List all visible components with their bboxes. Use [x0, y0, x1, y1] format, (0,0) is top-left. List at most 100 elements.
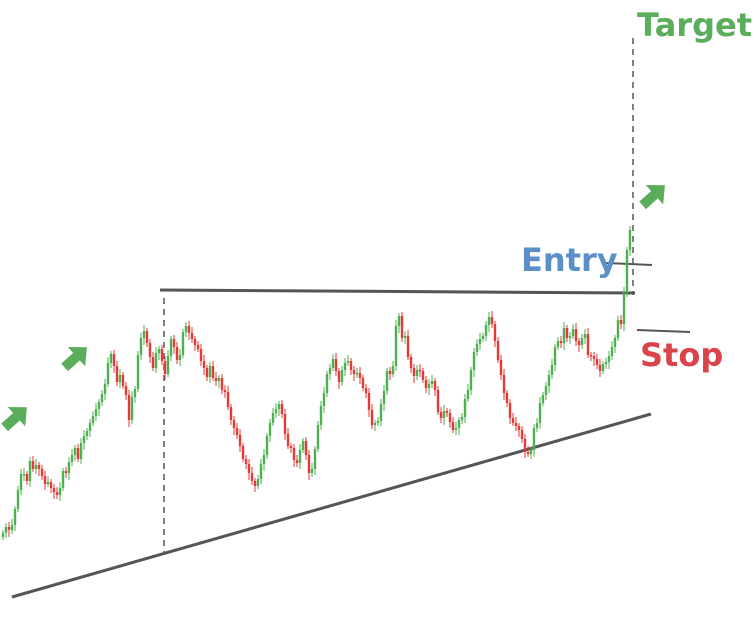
candle-up — [481, 336, 485, 339]
stop-label: Stop — [640, 336, 723, 374]
candle-up — [181, 332, 185, 355]
candle-up — [22, 474, 26, 476]
candle-down — [160, 349, 164, 361]
candle-up — [547, 375, 551, 386]
candle-up — [184, 326, 188, 332]
candle-down — [409, 357, 413, 368]
candle-up — [487, 317, 491, 325]
candle-down — [280, 404, 284, 414]
candle-down — [565, 328, 569, 338]
candle-down — [337, 371, 341, 382]
stop-line — [636, 329, 691, 333]
candle-up — [568, 336, 572, 338]
candle-up — [88, 423, 92, 431]
candle-down — [526, 452, 530, 454]
candle-up — [139, 338, 143, 355]
candle-down — [358, 373, 362, 378]
candle-up — [109, 354, 113, 363]
candle-down — [247, 464, 251, 473]
candle-down — [433, 381, 437, 390]
candle-up — [217, 378, 221, 381]
candle-up — [97, 402, 101, 409]
candle-down — [244, 459, 248, 464]
candle-down — [577, 341, 581, 345]
candle-down — [508, 403, 512, 418]
candle-up — [607, 356, 611, 362]
resistance-line — [159, 288, 636, 295]
candle-down — [499, 360, 503, 375]
up-right-arrow-icon — [61, 347, 87, 372]
candle-down — [214, 378, 218, 381]
candle-down — [295, 460, 299, 463]
candle-up — [529, 450, 533, 454]
candle-up — [622, 293, 626, 324]
candle-down — [55, 492, 59, 495]
candle-up — [355, 373, 359, 375]
candle-down — [289, 446, 293, 448]
candle-down — [286, 434, 290, 446]
candle-down — [505, 393, 509, 403]
candle-up — [562, 328, 566, 343]
candle-up — [610, 347, 614, 356]
candle-up — [535, 423, 539, 428]
support-trendline — [11, 412, 652, 599]
candle-down — [43, 476, 47, 484]
candle-down — [307, 455, 311, 473]
candle-down — [232, 420, 236, 428]
candle-down — [292, 448, 296, 460]
candle-up — [136, 355, 140, 389]
candle-down — [226, 392, 230, 407]
candle-up — [583, 334, 587, 338]
candle-down — [202, 361, 206, 368]
entry-label: Entry — [521, 241, 618, 279]
candle-up — [460, 417, 464, 420]
candle-up — [628, 230, 632, 250]
candle-up — [373, 423, 377, 425]
candle-up — [265, 436, 269, 455]
candle-up — [313, 449, 317, 469]
candle-up — [82, 436, 86, 443]
candle-down — [238, 435, 242, 446]
candle-down — [25, 474, 29, 481]
candle-down — [514, 423, 518, 426]
candle-up — [268, 423, 272, 436]
candle-down — [520, 430, 524, 439]
candle-up — [466, 390, 470, 399]
candle-down — [127, 395, 131, 420]
candle-up — [13, 509, 17, 525]
candle-up — [91, 416, 95, 423]
candle-down — [439, 412, 443, 418]
candle-down — [367, 393, 371, 410]
candle-down — [406, 336, 410, 357]
candle-up — [328, 368, 332, 374]
candle-up — [274, 409, 278, 413]
candle-down — [496, 341, 500, 360]
candle-down — [448, 413, 452, 422]
candle-down — [586, 334, 590, 355]
candle-up — [601, 364, 605, 371]
candle-down — [121, 375, 125, 386]
candle-up — [169, 339, 173, 356]
candle-up — [346, 361, 350, 363]
candle-down — [418, 370, 422, 372]
candle-up — [34, 465, 38, 469]
candle-down — [151, 357, 155, 368]
up-right-arrow-icon — [1, 407, 27, 432]
candle-up — [85, 431, 89, 436]
candle-up — [616, 320, 620, 338]
candle-up — [67, 462, 71, 473]
candle-down — [304, 441, 308, 455]
candle-up — [130, 397, 134, 420]
candle-up — [571, 329, 575, 336]
candle-up — [550, 365, 554, 375]
candle-down — [283, 414, 287, 434]
candle-down — [559, 341, 563, 343]
candle-down — [124, 386, 128, 395]
candle-up — [208, 366, 212, 377]
candle-down — [445, 411, 449, 413]
candle-up — [469, 370, 473, 390]
candle-up — [19, 474, 23, 490]
candle-down — [361, 378, 365, 388]
candle-up — [262, 455, 266, 464]
